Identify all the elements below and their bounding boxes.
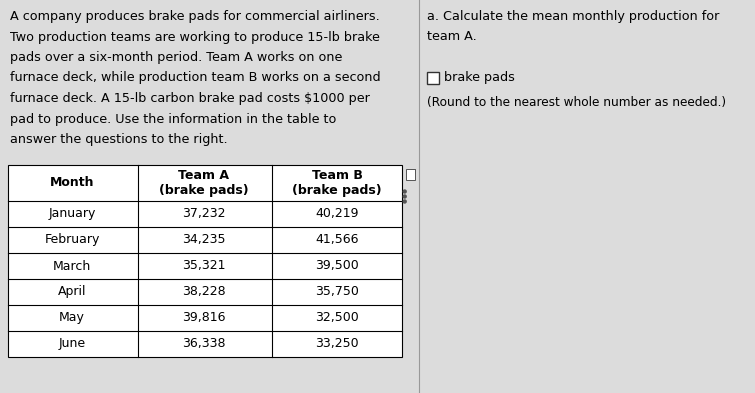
Text: 37,232: 37,232 <box>182 208 226 220</box>
Text: February: February <box>45 233 100 246</box>
Text: a. Calculate the mean monthly production for: a. Calculate the mean monthly production… <box>427 10 719 23</box>
Text: June: June <box>58 338 85 351</box>
Text: May: May <box>59 312 85 325</box>
Text: January: January <box>48 208 96 220</box>
Text: 39,816: 39,816 <box>182 312 226 325</box>
Text: 34,235: 34,235 <box>182 233 226 246</box>
Text: furnace deck, while production team B works on a second: furnace deck, while production team B wo… <box>10 72 381 84</box>
Text: 35,750: 35,750 <box>315 285 359 299</box>
Circle shape <box>403 195 406 198</box>
Text: 39,500: 39,500 <box>315 259 359 272</box>
Text: pad to produce. Use the information in the table to: pad to produce. Use the information in t… <box>10 112 337 125</box>
Text: 36,338: 36,338 <box>182 338 226 351</box>
Text: Team B
(brake pads): Team B (brake pads) <box>292 169 382 197</box>
Text: Month: Month <box>50 176 94 189</box>
Circle shape <box>403 200 406 203</box>
Text: answer the questions to the right.: answer the questions to the right. <box>10 133 228 146</box>
Bar <box>427 72 439 83</box>
Text: 32,500: 32,500 <box>315 312 359 325</box>
Text: pads over a six-month period. Team A works on one: pads over a six-month period. Team A wor… <box>10 51 343 64</box>
Text: March: March <box>53 259 91 272</box>
Text: brake pads: brake pads <box>444 71 514 84</box>
Text: 35,321: 35,321 <box>182 259 226 272</box>
Text: 40,219: 40,219 <box>316 208 359 220</box>
Text: furnace deck. A 15-lb carbon brake pad costs $1000 per: furnace deck. A 15-lb carbon brake pad c… <box>10 92 370 105</box>
Text: team A.: team A. <box>427 31 476 44</box>
Text: (Round to the nearest whole number as needed.): (Round to the nearest whole number as ne… <box>427 96 726 109</box>
Text: April: April <box>57 285 86 299</box>
Circle shape <box>403 190 406 193</box>
Text: 33,250: 33,250 <box>315 338 359 351</box>
Text: 38,228: 38,228 <box>182 285 226 299</box>
Text: 41,566: 41,566 <box>316 233 359 246</box>
Text: Team A
(brake pads): Team A (brake pads) <box>159 169 249 197</box>
Text: A company produces brake pads for commercial airliners.: A company produces brake pads for commer… <box>10 10 380 23</box>
Text: Two production teams are working to produce 15-lb brake: Two production teams are working to prod… <box>10 31 380 44</box>
Bar <box>406 169 415 180</box>
Bar <box>8 165 402 357</box>
